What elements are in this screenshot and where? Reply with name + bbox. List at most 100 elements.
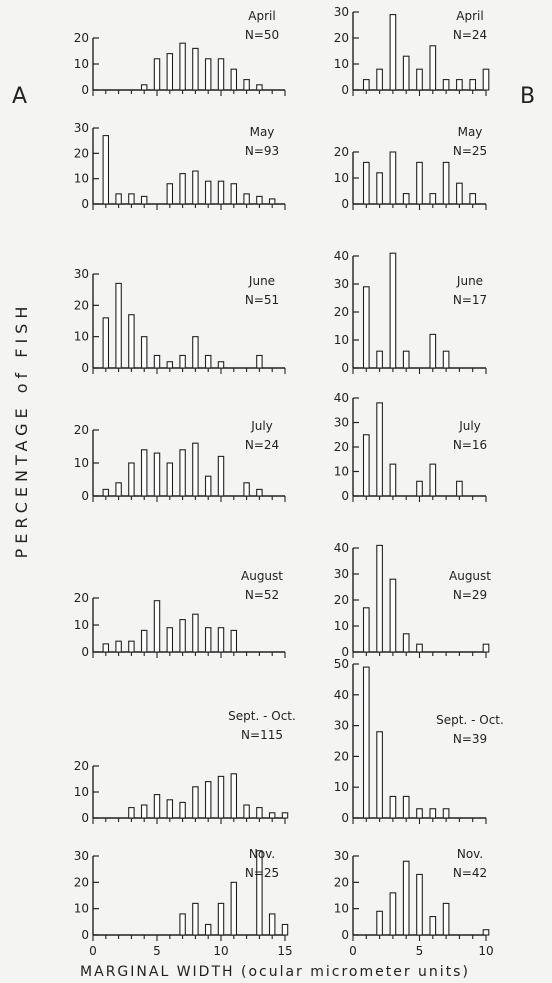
bar xyxy=(416,480,423,497)
bar xyxy=(128,640,135,653)
y-tick-label: 10 xyxy=(334,57,349,71)
bar xyxy=(115,282,122,369)
y-tick-label: 30 xyxy=(334,5,349,19)
bar xyxy=(416,873,423,936)
panel-title: August xyxy=(241,569,283,583)
bar xyxy=(204,180,212,205)
bar xyxy=(217,455,225,497)
bar xyxy=(402,55,410,91)
y-tick-label: 20 xyxy=(334,593,349,607)
bar xyxy=(230,773,238,819)
bar xyxy=(179,42,186,91)
bar xyxy=(416,643,423,653)
y-tick-label: 30 xyxy=(74,267,89,281)
panel-title: June xyxy=(456,274,483,288)
bar xyxy=(389,578,397,653)
bar xyxy=(442,161,450,205)
bar xyxy=(140,84,148,91)
bar xyxy=(128,314,135,369)
bar xyxy=(362,161,370,205)
bar xyxy=(362,607,370,653)
bar xyxy=(115,482,122,497)
panel-title: Nov. xyxy=(249,847,275,861)
y-tick-label: 30 xyxy=(334,849,349,863)
y-tick-label: 40 xyxy=(334,391,349,405)
y-tick-label: 0 xyxy=(81,361,89,375)
y-tick-label: 0 xyxy=(81,928,89,942)
y-tick-label: 0 xyxy=(81,197,89,211)
bar xyxy=(389,14,397,91)
bar xyxy=(217,775,225,819)
x-tick-label: 10 xyxy=(478,944,493,958)
bar xyxy=(153,794,161,819)
histogram-b-6: 0 10 20 30 40 50 Sept. - Oct. N=39 xyxy=(334,657,504,825)
bar xyxy=(376,731,383,819)
bar xyxy=(140,336,148,369)
bar xyxy=(402,633,410,653)
bar xyxy=(102,135,110,205)
x-tick-label: 0 xyxy=(89,944,97,958)
bar xyxy=(376,910,383,936)
x-tick-label: 5 xyxy=(416,944,424,958)
bar xyxy=(402,350,410,369)
y-tick-label: 0 xyxy=(341,645,349,659)
bar xyxy=(416,68,423,91)
bar xyxy=(362,666,370,819)
bar xyxy=(243,804,250,819)
y-tick-label: 0 xyxy=(341,197,349,211)
y-tick-label: 0 xyxy=(341,811,349,825)
bar xyxy=(281,923,289,936)
y-tick-label: 10 xyxy=(334,171,349,185)
y-tick-label: 0 xyxy=(81,645,89,659)
bar xyxy=(376,68,383,91)
panel-n-label: N=16 xyxy=(453,438,487,452)
bar xyxy=(456,480,463,497)
y-tick-label: 10 xyxy=(334,780,349,794)
bar xyxy=(456,182,463,205)
y-tick-label: 10 xyxy=(334,333,349,347)
bar xyxy=(429,916,437,936)
y-tick-label: 40 xyxy=(334,688,349,702)
bar xyxy=(217,180,225,205)
y-tick-label: 20 xyxy=(74,146,89,160)
bar xyxy=(469,193,477,205)
bar xyxy=(482,929,490,936)
panel-title: June xyxy=(248,274,275,288)
y-tick-label: 20 xyxy=(334,305,349,319)
panel-n-label: N=25 xyxy=(245,866,279,880)
histogram-a-2: 0 10 20 30 May N=93 xyxy=(74,121,286,211)
panel-b-label: B xyxy=(520,84,535,109)
y-tick-label: 0 xyxy=(341,83,349,97)
bar xyxy=(429,333,437,369)
y-tick-label: 0 xyxy=(341,361,349,375)
bar xyxy=(376,172,383,205)
bar xyxy=(153,452,161,497)
panel-n-label: N=50 xyxy=(245,28,279,42)
y-tick-label: 10 xyxy=(74,902,89,916)
bar xyxy=(230,183,238,205)
y-tick-label: 10 xyxy=(74,785,89,799)
y-tick-label: 30 xyxy=(334,416,349,430)
panel-title: May xyxy=(458,125,483,139)
panel-n-label: N=29 xyxy=(453,588,487,602)
bar xyxy=(456,79,463,91)
histogram-b-3: 0 10 20 30 40 June N=17 xyxy=(334,249,487,375)
y-tick-label: 20 xyxy=(334,145,349,159)
bar xyxy=(243,193,250,205)
bar xyxy=(256,807,263,819)
bar xyxy=(217,902,225,936)
y-tick-label: 10 xyxy=(334,465,349,479)
y-tick-label: 20 xyxy=(74,591,89,605)
panel-a-label: A xyxy=(12,84,27,109)
bar xyxy=(192,902,199,936)
y-tick-label: 10 xyxy=(74,57,89,71)
y-axis-label: PERCENTAGE of FISH xyxy=(12,302,31,559)
bar xyxy=(140,449,148,497)
bar xyxy=(192,47,199,91)
y-tick-label: 30 xyxy=(334,719,349,733)
bar xyxy=(204,58,212,91)
bar xyxy=(128,193,135,205)
panel-title: Sept. - Oct. xyxy=(228,709,296,723)
y-tick-label: 20 xyxy=(334,875,349,889)
